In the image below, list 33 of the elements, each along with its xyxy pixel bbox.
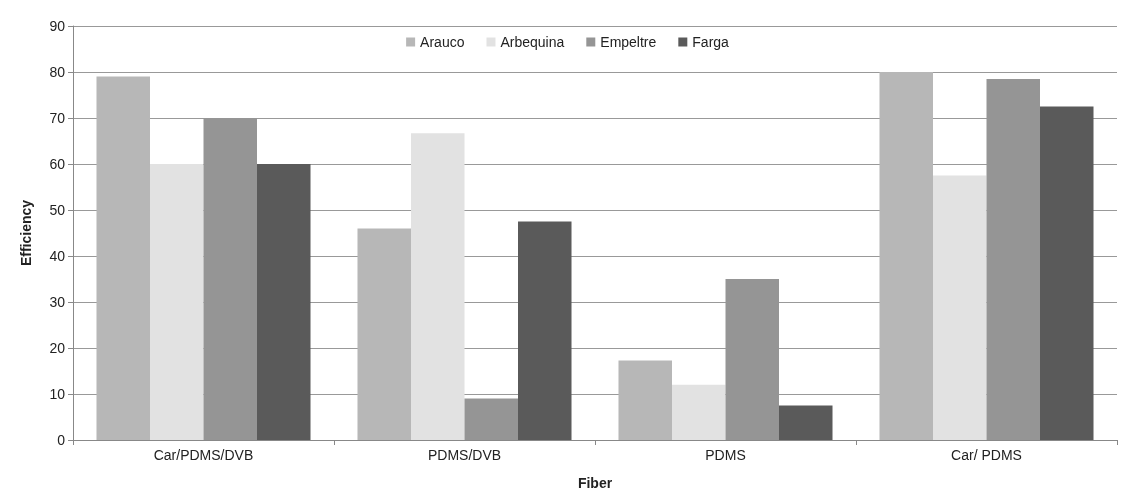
bar [96,76,150,440]
bar [933,175,987,440]
y-tick-label: 10 [49,386,66,402]
bar [518,221,572,440]
bar [150,164,204,440]
x-tick-label: Car/PDMS/DVB [153,447,254,463]
bar [257,164,311,440]
x-axis-title: Fiber [577,475,613,491]
bar [879,72,933,440]
legend-label: Arbequina [500,34,565,50]
y-tick-label: 50 [49,202,66,218]
bar [357,228,411,440]
x-tick-label: PDMS/DVB [427,447,502,463]
legend-label: Farga [692,34,730,50]
bar [464,398,519,440]
y-tick-label: 90 [49,18,66,34]
y-tick-label: 70 [49,110,66,126]
bar [779,405,833,440]
bar [1040,106,1094,440]
y-tick-label: 30 [49,294,66,310]
bar [672,384,726,440]
x-tick-label: Car/ PDMS [951,447,1022,463]
legend-label: Arauco [420,34,465,50]
legend-label: Empeltre [600,34,657,50]
y-tick-label: 40 [49,248,66,264]
y-tick-label: 60 [49,156,66,172]
y-tick-label: 20 [49,340,66,356]
y-axis-title: Efficiency [18,199,34,267]
y-tick-label: 80 [49,64,66,80]
x-tick-label: PDMS [705,447,746,463]
bar [411,133,465,440]
bar [618,360,672,440]
y-tick-label: 0 [57,432,66,448]
